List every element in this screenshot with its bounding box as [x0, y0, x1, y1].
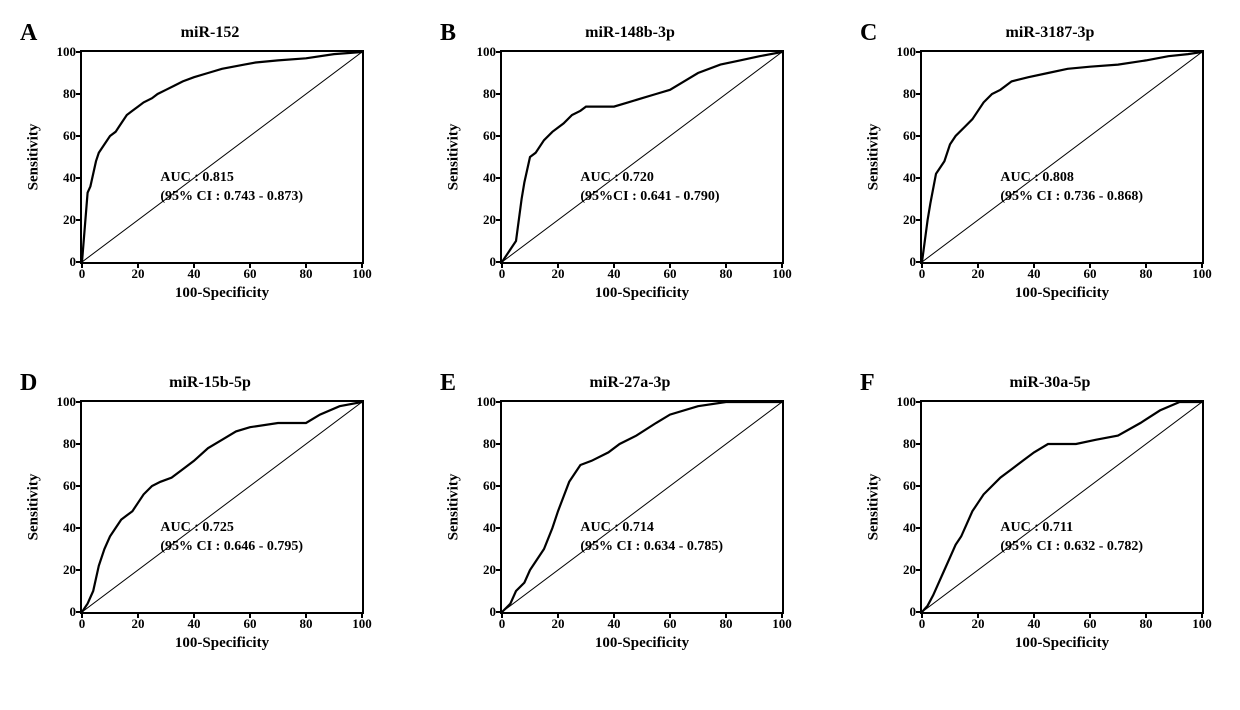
roc-panel-d: DmiR-15b-5p020406080100020406080100Sensi… [20, 370, 400, 670]
y-axis-label: Sensitivity [26, 124, 43, 191]
auc-value-text: AUC : 0.720 [580, 168, 719, 188]
x-tick-mark [1201, 262, 1203, 268]
x-axis-label: 100-Specificity [82, 635, 362, 652]
diagonal-reference-line [502, 402, 782, 612]
x-axis-label: 100-Specificity [922, 635, 1202, 652]
roc-plot-area: 020406080100020406080100Sensitivity100-S… [500, 400, 784, 614]
x-tick-mark [977, 262, 979, 268]
auc-annotation: AUC : 0.815(95% CI : 0.743 - 0.873) [160, 168, 303, 207]
x-axis-label: 100-Specificity [502, 635, 782, 652]
roc-svg [502, 52, 782, 262]
roc-plot-area: 020406080100020406080100Sensitivity100-S… [920, 400, 1204, 614]
x-tick-mark [1089, 262, 1091, 268]
roc-plot-area: 020406080100020406080100Sensitivity100-S… [920, 50, 1204, 264]
x-tick-mark [557, 262, 559, 268]
x-tick-mark [193, 612, 195, 618]
auc-ci-text: (95% CI : 0.632 - 0.782) [1000, 537, 1143, 557]
roc-panel-c: CmiR-3187-3p020406080100020406080100Sens… [860, 20, 1240, 320]
y-axis-label: Sensitivity [446, 124, 463, 191]
x-axis-label: 100-Specificity [82, 285, 362, 302]
x-tick-mark [1145, 612, 1147, 618]
x-tick-mark [1201, 612, 1203, 618]
x-tick-mark [725, 612, 727, 618]
x-tick-mark [669, 612, 671, 618]
auc-annotation: AUC : 0.720(95%CI : 0.641 - 0.790) [580, 168, 719, 207]
roc-plot-area: 020406080100020406080100Sensitivity100-S… [500, 50, 784, 264]
diagonal-reference-line [922, 402, 1202, 612]
panel-title: miR-152 [20, 24, 400, 42]
x-tick-mark [249, 612, 251, 618]
x-tick-mark [1089, 612, 1091, 618]
auc-annotation: AUC : 0.714(95% CI : 0.634 - 0.785) [580, 518, 723, 557]
auc-value-text: AUC : 0.714 [580, 518, 723, 538]
roc-svg [502, 402, 782, 612]
x-tick-mark [725, 262, 727, 268]
x-tick-mark [501, 262, 503, 268]
x-tick-mark [613, 262, 615, 268]
y-axis-label: Sensitivity [26, 474, 43, 541]
auc-ci-text: (95%CI : 0.641 - 0.790) [580, 187, 719, 207]
auc-ci-text: (95% CI : 0.743 - 0.873) [160, 187, 303, 207]
y-axis-label: Sensitivity [866, 474, 883, 541]
auc-value-text: AUC : 0.808 [1000, 168, 1143, 188]
x-tick-mark [557, 612, 559, 618]
roc-panel-grid: AmiR-152020406080100020406080100Sensitiv… [20, 20, 1220, 670]
x-tick-mark [137, 612, 139, 618]
auc-ci-text: (95% CI : 0.736 - 0.868) [1000, 187, 1143, 207]
x-tick-mark [501, 612, 503, 618]
x-axis-label: 100-Specificity [922, 285, 1202, 302]
x-tick-mark [81, 262, 83, 268]
x-tick-mark [193, 262, 195, 268]
x-tick-mark [249, 262, 251, 268]
panel-title: miR-27a-3p [440, 374, 820, 392]
roc-svg [82, 52, 362, 262]
x-tick-mark [781, 612, 783, 618]
panel-title: miR-30a-5p [860, 374, 1240, 392]
roc-plot-area: 020406080100020406080100Sensitivity100-S… [80, 400, 364, 614]
x-tick-mark [781, 262, 783, 268]
roc-svg [82, 402, 362, 612]
x-axis-label: 100-Specificity [502, 285, 782, 302]
x-tick-mark [977, 612, 979, 618]
x-tick-mark [305, 262, 307, 268]
auc-annotation: AUC : 0.711(95% CI : 0.632 - 0.782) [1000, 518, 1143, 557]
roc-svg [922, 52, 1202, 262]
x-tick-mark [361, 612, 363, 618]
x-tick-mark [921, 262, 923, 268]
diagonal-reference-line [82, 402, 362, 612]
auc-value-text: AUC : 0.815 [160, 168, 303, 188]
auc-ci-text: (95% CI : 0.646 - 0.795) [160, 537, 303, 557]
x-tick-mark [81, 612, 83, 618]
x-tick-mark [1145, 262, 1147, 268]
x-tick-mark [305, 612, 307, 618]
y-axis-label: Sensitivity [446, 474, 463, 541]
diagonal-reference-line [922, 52, 1202, 262]
diagonal-reference-line [82, 52, 362, 262]
roc-panel-e: EmiR-27a-3p020406080100020406080100Sensi… [440, 370, 820, 670]
auc-annotation: AUC : 0.808(95% CI : 0.736 - 0.868) [1000, 168, 1143, 207]
panel-title: miR-3187-3p [860, 24, 1240, 42]
roc-panel-f: FmiR-30a-5p020406080100020406080100Sensi… [860, 370, 1240, 670]
x-tick-mark [137, 262, 139, 268]
panel-title: miR-148b-3p [440, 24, 820, 42]
roc-plot-area: 020406080100020406080100Sensitivity100-S… [80, 50, 364, 264]
auc-annotation: AUC : 0.725(95% CI : 0.646 - 0.795) [160, 518, 303, 557]
x-tick-mark [669, 262, 671, 268]
x-tick-mark [921, 612, 923, 618]
x-tick-mark [361, 262, 363, 268]
roc-panel-b: BmiR-148b-3p020406080100020406080100Sens… [440, 20, 820, 320]
panel-title: miR-15b-5p [20, 374, 400, 392]
y-axis-label: Sensitivity [866, 124, 883, 191]
roc-panel-a: AmiR-152020406080100020406080100Sensitiv… [20, 20, 400, 320]
roc-svg [922, 402, 1202, 612]
x-tick-mark [1033, 612, 1035, 618]
x-tick-mark [1033, 262, 1035, 268]
x-tick-mark [613, 612, 615, 618]
auc-value-text: AUC : 0.725 [160, 518, 303, 538]
auc-ci-text: (95% CI : 0.634 - 0.785) [580, 537, 723, 557]
diagonal-reference-line [502, 52, 782, 262]
auc-value-text: AUC : 0.711 [1000, 518, 1143, 538]
